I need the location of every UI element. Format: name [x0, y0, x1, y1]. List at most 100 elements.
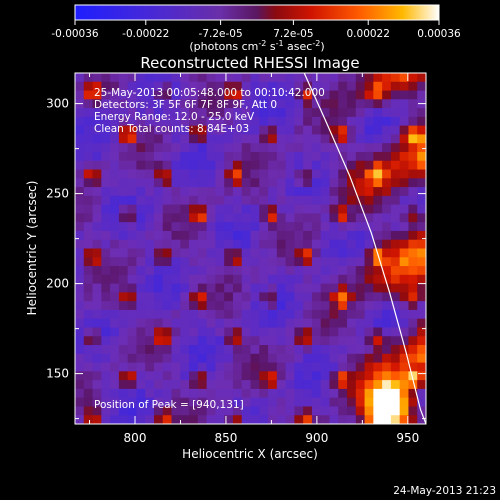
- heatmap-cell: [311, 143, 322, 153]
- heatmap-cell: [285, 248, 295, 258]
- heatmap-cell: [250, 388, 260, 399]
- heatmap-cell: [101, 81, 111, 92]
- heatmap-cell: [285, 143, 295, 153]
- heatmap-cell: [83, 248, 94, 258]
- heatmap-cell: [101, 406, 111, 416]
- heatmap-cell: [232, 143, 243, 153]
- heatmap-cell: [390, 371, 401, 381]
- heatmap-cell: [118, 248, 129, 258]
- heatmap-cell: [197, 73, 208, 83]
- heatmap-cell: [276, 397, 287, 408]
- heatmap-cell: [347, 327, 357, 337]
- heatmap-cell: [303, 274, 313, 285]
- heatmap-cell: [145, 134, 155, 144]
- heatmap-cell: [329, 257, 339, 267]
- heatmap-cell: [329, 388, 339, 399]
- heatmap-cell: [285, 380, 295, 390]
- heatmap-cell: [259, 187, 269, 197]
- heatmap-cell: [373, 108, 383, 118]
- heatmap-cell: [285, 169, 295, 179]
- heatmap-cell: [110, 274, 120, 285]
- heatmap-cell: [83, 116, 94, 127]
- heatmap-cell: [180, 318, 190, 329]
- heatmap-cell: [417, 187, 426, 197]
- heatmap-cell: [110, 99, 120, 109]
- heatmap-cell: [417, 248, 426, 258]
- heatmap-cell: [329, 415, 339, 424]
- heatmap-cell: [127, 380, 138, 390]
- heatmap-cell: [241, 415, 252, 424]
- heatmap-cell: [285, 187, 295, 197]
- heatmap-cell: [320, 301, 331, 311]
- heatmap-cell: [285, 99, 295, 109]
- heatmap-cell: [197, 108, 208, 118]
- heatmap-cell: [197, 301, 208, 311]
- heatmap-cell: [347, 301, 357, 311]
- heatmap-cell: [294, 318, 304, 329]
- heatmap-cell: [417, 204, 426, 214]
- heatmap-cell: [276, 99, 287, 109]
- heatmap-cell: [390, 108, 401, 118]
- heatmap-cell: [206, 230, 216, 241]
- heatmap-cell: [83, 99, 94, 109]
- heatmap-cell: [189, 151, 199, 162]
- y-tick-label: 150: [46, 367, 69, 381]
- colorbar: [74, 4, 440, 21]
- heatmap-cell: [206, 90, 216, 100]
- heatmap-cell: [206, 178, 216, 188]
- heatmap-cell: [259, 266, 269, 276]
- heatmap-cell: [285, 134, 295, 144]
- heatmap-cell: [355, 195, 366, 206]
- heatmap-cell: [101, 397, 111, 408]
- heatmap-cell: [408, 213, 418, 223]
- heatmap-cell: [215, 134, 225, 144]
- heatmap-cell: [206, 309, 216, 320]
- heatmap-cell: [320, 90, 331, 100]
- heatmap-cell: [329, 160, 339, 171]
- heatmap-cell: [241, 195, 252, 206]
- heatmap-cell: [320, 283, 331, 293]
- heatmap-cell: [127, 222, 138, 232]
- heatmap-cell: [408, 195, 418, 206]
- heatmap-cell: [329, 406, 339, 416]
- heatmap-cell: [153, 406, 164, 416]
- heatmap-cell: [136, 134, 146, 144]
- heatmap-cell: [153, 309, 164, 320]
- heatmap-cell: [408, 274, 418, 285]
- chart-title: Reconstructed RHESSI Image: [140, 54, 359, 72]
- heatmap-cell: [338, 195, 348, 206]
- heatmap-cell: [92, 195, 102, 206]
- heatmap-cell: [329, 266, 339, 276]
- heatmap-cell: [206, 187, 216, 197]
- heatmap-cell: [355, 274, 366, 285]
- heatmap-cell: [320, 204, 331, 214]
- heatmap-cell: [268, 415, 278, 424]
- heatmap-cell: [259, 213, 269, 223]
- heatmap-cell: [311, 108, 322, 118]
- heatmap-cell: [232, 160, 243, 171]
- heatmap-cell: [417, 327, 426, 337]
- heatmap-cell: [390, 213, 401, 223]
- heatmap-cell: [136, 327, 146, 337]
- heatmap-cell: [382, 125, 392, 136]
- heatmap-cell: [189, 81, 199, 92]
- heatmap-cell: [118, 327, 129, 337]
- heatmap-cell: [241, 99, 252, 109]
- heatmap-cell: [250, 266, 260, 276]
- heatmap-cell: [390, 169, 401, 179]
- heatmap-cell: [250, 283, 260, 293]
- heatmap-cell: [118, 266, 129, 276]
- heatmap-cell: [408, 257, 418, 267]
- heatmap-cell: [232, 362, 243, 372]
- heatmap-cell: [206, 108, 216, 118]
- heatmap-cell: [399, 169, 410, 179]
- heatmap-cell: [364, 230, 374, 241]
- heatmap-cell: [110, 222, 120, 232]
- heatmap-cell: [215, 266, 225, 276]
- heatmap-cell: [303, 99, 313, 109]
- heatmap-cell: [241, 116, 252, 127]
- heatmap-cell: [276, 195, 287, 206]
- heatmap-cell: [118, 108, 129, 118]
- heatmap-cell: [320, 134, 331, 144]
- heatmap-cell: [136, 213, 146, 223]
